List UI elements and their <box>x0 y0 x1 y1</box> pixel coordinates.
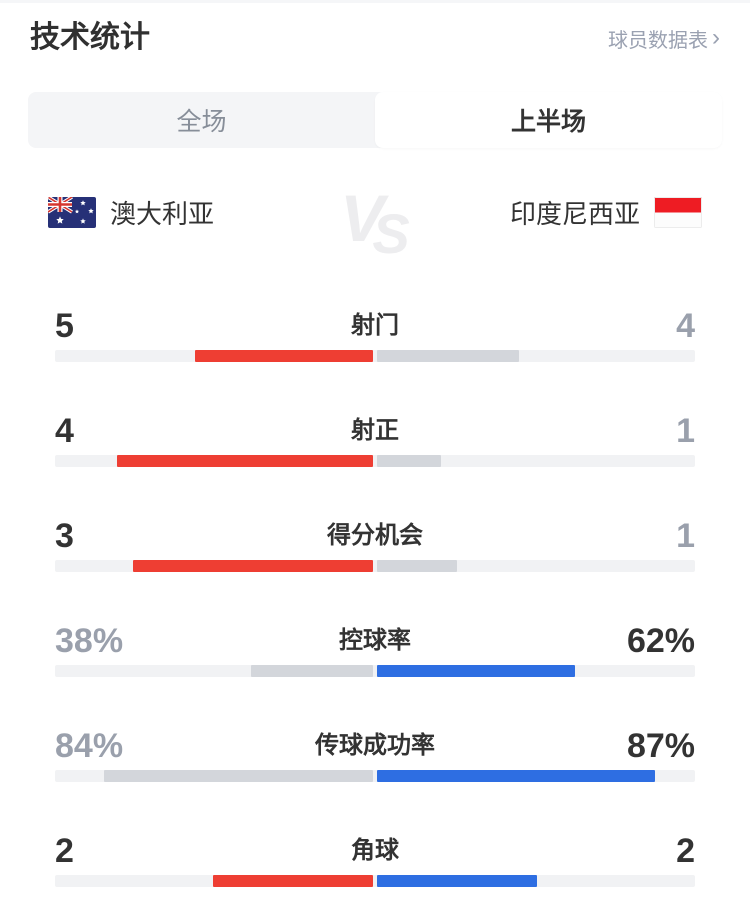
home-value: 2 <box>55 832 74 870</box>
home-bar-half <box>55 665 375 677</box>
stat-row: 5 射门 4 <box>55 308 695 362</box>
vs-letter-s: S <box>372 202 410 265</box>
home-value: 4 <box>55 412 74 450</box>
away-bar-half <box>375 665 695 677</box>
stat-row: 3 得分机会 1 <box>55 518 695 572</box>
player-data-table-link[interactable]: 球员数据表 › <box>608 24 720 53</box>
stat-head: 2 角球 2 <box>55 833 695 869</box>
home-value: 38% <box>55 622 124 660</box>
away-bar-half <box>375 350 695 362</box>
stat-label: 传球成功率 <box>315 732 435 759</box>
teams-row: VS 澳大利亚 印度尼西亚 <box>48 181 702 265</box>
away-value: 4 <box>676 307 695 345</box>
top-divider <box>0 0 750 3</box>
stat-label: 控球率 <box>339 627 411 654</box>
away-bar-fill <box>377 350 520 362</box>
indonesia-flag-icon <box>654 196 702 228</box>
stat-bar-track <box>55 875 695 887</box>
header: 技术统计 球员数据表 › <box>0 3 750 58</box>
away-team: 印度尼西亚 <box>510 194 702 231</box>
away-value: 62% <box>626 622 695 660</box>
stat-row: 38% 控球率 62% <box>55 623 695 677</box>
home-value: 3 <box>55 517 74 555</box>
stat-head: 3 得分机会 1 <box>55 518 695 554</box>
home-bar-half <box>55 350 375 362</box>
home-bar-fill <box>251 665 373 677</box>
away-bar-half <box>375 770 695 782</box>
stat-head: 38% 控球率 62% <box>55 623 695 659</box>
stat-label: 得分机会 <box>327 522 423 549</box>
stat-head: 4 射正 1 <box>55 413 695 449</box>
tab-bar: 全场 上半场 <box>28 92 722 148</box>
stat-label: 射正 <box>351 417 399 444</box>
tab-full-match[interactable]: 全场 <box>176 108 227 136</box>
away-value: 1 <box>676 517 695 555</box>
away-bar-fill <box>377 560 457 572</box>
away-value: 1 <box>676 412 695 450</box>
away-bar-fill <box>377 770 656 782</box>
away-bar-fill <box>377 875 537 887</box>
australia-flag-icon <box>48 196 96 228</box>
stat-row: 4 射正 1 <box>55 413 695 467</box>
home-bar-fill <box>117 455 373 467</box>
home-bar-fill <box>104 770 373 782</box>
stat-head: 5 射门 4 <box>55 308 695 344</box>
away-value: 87% <box>626 727 695 765</box>
home-value: 5 <box>55 307 74 345</box>
away-value: 2 <box>676 832 695 870</box>
tab-first-half[interactable]: 上半场 <box>375 92 722 148</box>
stat-bar-track <box>55 350 695 362</box>
home-bar-half <box>55 770 375 782</box>
page-title: 技术统计 <box>30 21 150 54</box>
stats-list: 5 射门 4 4 射正 1 3 得分机会 <box>55 308 695 887</box>
chevron-right-icon: › <box>712 24 720 51</box>
stat-row: 84% 传球成功率 87% <box>55 728 695 782</box>
home-bar-half <box>55 875 375 887</box>
away-team-name: 印度尼西亚 <box>509 198 640 229</box>
stat-bar-track <box>55 560 695 572</box>
home-team-name: 澳大利亚 <box>110 198 215 229</box>
away-bar-fill <box>377 665 576 677</box>
home-bar-half <box>55 560 375 572</box>
stat-bar-track <box>55 455 695 467</box>
away-bar-half <box>375 875 695 887</box>
home-bar-fill <box>195 350 373 362</box>
stat-row: 2 角球 2 <box>55 833 695 887</box>
away-bar-fill <box>377 455 441 467</box>
home-bar-fill <box>133 560 373 572</box>
away-bar-half <box>375 455 695 467</box>
home-bar-half <box>55 455 375 467</box>
away-bar-half <box>375 560 695 572</box>
stat-bar-track <box>55 665 695 677</box>
home-bar-fill <box>213 875 373 887</box>
home-team: 澳大利亚 <box>48 194 214 231</box>
stat-bar-track <box>55 770 695 782</box>
stat-head: 84% 传球成功率 87% <box>55 728 695 764</box>
player-data-table-link-label: 球员数据表 <box>608 29 708 52</box>
stat-label: 角球 <box>351 837 399 864</box>
vs-letter-v: V <box>340 181 385 255</box>
stat-label: 射门 <box>351 312 399 339</box>
home-value: 84% <box>55 727 124 765</box>
